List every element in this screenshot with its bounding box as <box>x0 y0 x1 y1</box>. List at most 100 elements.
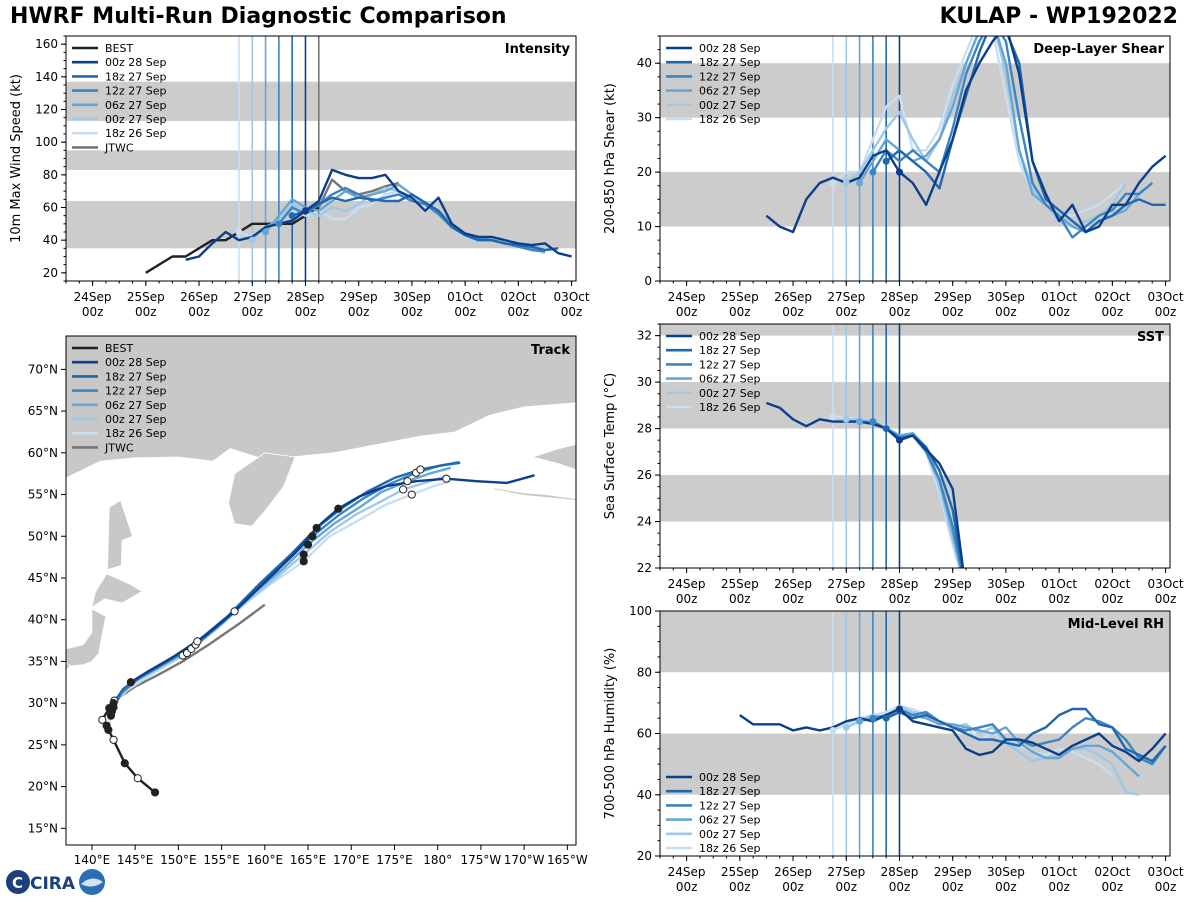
legend-label: JTWC <box>104 441 134 454</box>
axes-frame <box>659 323 1171 569</box>
legend-label: 18z 27 Sep <box>105 370 167 383</box>
series-line-00z-28-sep <box>766 401 965 568</box>
x-tick-day: 30Sep <box>987 290 1025 304</box>
land-mass <box>493 487 576 501</box>
x-tick-day: 03Oct <box>1148 865 1184 879</box>
chart-panels: 2040608010012014016024Sep00z25Sep00z26Se… <box>9 35 1184 894</box>
legend-label: 12z 27 Sep <box>699 799 761 812</box>
band-0 <box>660 733 1170 795</box>
lon-tick-label: 145°E <box>117 853 154 867</box>
y-tick-label: 30 <box>637 111 652 125</box>
legend-label: 18z 26 Sep <box>699 842 761 855</box>
init-marker <box>842 723 850 731</box>
track-marker <box>299 550 308 559</box>
init-marker <box>882 425 890 433</box>
x-tick-hour: 00z <box>676 880 698 894</box>
lat-tick-label: 70°N <box>28 362 58 376</box>
panel-track: 140°E 145°E 150°E 155°E 160°E 165°E 170°E 175°E… <box>28 335 588 867</box>
x-tick-hour: 00z <box>942 305 964 319</box>
x-tick-day: 29Sep <box>340 290 378 304</box>
x-tick-hour: 00z <box>676 592 698 606</box>
land-mass <box>66 608 107 667</box>
legend-label: 00z 28 Sep <box>699 42 761 55</box>
legend-label: 18z 26 Sep <box>105 427 167 440</box>
lat-tick-label: 60°N <box>28 446 58 460</box>
x-tick-day: 25Sep <box>127 290 165 304</box>
x-tick-day: 24Sep <box>668 865 706 879</box>
x-tick-day: 27Sep <box>827 865 865 879</box>
y-tick-label: 60 <box>637 727 652 741</box>
x-tick-day: 29Sep <box>934 577 972 591</box>
x-tick-day: 30Sep <box>987 865 1025 879</box>
x-tick-hour: 00z <box>82 305 104 319</box>
x-tick-hour: 00z <box>782 880 804 894</box>
lat-tick-label: 65°N <box>28 404 58 418</box>
x-tick-day: 28Sep <box>881 865 919 879</box>
lat-tick-label: 45°N <box>28 571 58 585</box>
series-line-18z-27-sep <box>291 193 559 252</box>
x-tick-day: 24Sep <box>668 577 706 591</box>
x-tick-day: 25Sep <box>721 577 759 591</box>
storm-title: KULAP - WP192022 <box>939 4 1178 29</box>
x-tick-hour: 00z <box>676 305 698 319</box>
y-tick-label: 26 <box>637 468 652 482</box>
lat-tick-label: 15°N <box>28 821 58 835</box>
x-tick-hour: 00z <box>295 305 317 319</box>
band-1 <box>660 611 1170 673</box>
panel-title: Mid-Level RH <box>1068 617 1164 632</box>
init-marker <box>829 179 837 187</box>
x-tick-hour: 00z <box>1102 592 1124 606</box>
legend-label: 12z 27 Sep <box>105 85 167 98</box>
legend-label: 00z 28 Sep <box>105 56 167 69</box>
x-tick-hour: 00z <box>889 880 911 894</box>
init-marker <box>895 168 903 176</box>
x-tick-hour: 00z <box>508 305 530 319</box>
axes-frame <box>65 335 577 846</box>
series-line-00z-28-sep <box>739 707 1167 763</box>
init-marker <box>856 418 864 426</box>
init-marker <box>235 228 243 236</box>
x-tick-day: 30Sep <box>987 577 1025 591</box>
series-line-18z-27-sep <box>885 707 1167 763</box>
init-marker <box>869 168 877 176</box>
lat-tick-label: 30°N <box>28 696 58 710</box>
legend-label: 12z 27 Sep <box>699 358 761 371</box>
plot-area <box>660 324 1170 568</box>
init-marker <box>262 228 270 236</box>
x-tick-day: 01Oct <box>1041 577 1077 591</box>
x-tick-day: 25Sep <box>721 865 759 879</box>
track-marker <box>109 699 118 708</box>
legend-label: 18z 27 Sep <box>105 70 167 83</box>
init-marker <box>895 436 903 444</box>
legend-label: JTWC <box>104 141 134 154</box>
x-tick-day: 26Sep <box>774 577 812 591</box>
y-tick-label: 20 <box>637 849 652 863</box>
lon-tick-label: 155°E <box>203 853 240 867</box>
legend-label: 00z 28 Sep <box>699 330 761 343</box>
lat-tick-label: 25°N <box>28 738 58 752</box>
x-tick-hour: 00z <box>241 305 263 319</box>
track-marker <box>98 715 107 724</box>
legend-label: 00z 28 Sep <box>105 356 167 369</box>
legend-label: 00z 27 Sep <box>699 828 761 841</box>
svg-text:C: C <box>12 874 23 892</box>
init-marker <box>856 717 864 725</box>
init-marker <box>248 236 256 244</box>
band-2 <box>660 324 1170 336</box>
legend-label: 12z 27 Sep <box>105 385 167 398</box>
legend-label: 18z 26 Sep <box>699 401 761 414</box>
lon-tick-label: 165°W <box>547 853 588 867</box>
x-tick-day: 26Sep <box>180 290 218 304</box>
x-tick-hour: 00z <box>1048 305 1070 319</box>
land-mass <box>66 662 71 672</box>
land-mass <box>228 452 296 527</box>
plot-area <box>66 36 576 281</box>
panel-title: Intensity <box>505 42 571 57</box>
y-tick-label: 0 <box>644 274 652 288</box>
legend-label: 18z 26 Sep <box>699 113 761 126</box>
x-tick-day: 03Oct <box>1148 290 1184 304</box>
x-tick-day: 27Sep <box>233 290 271 304</box>
x-tick-hour: 00z <box>401 305 423 319</box>
x-tick-hour: 00z <box>889 305 911 319</box>
band-2 <box>66 81 576 121</box>
